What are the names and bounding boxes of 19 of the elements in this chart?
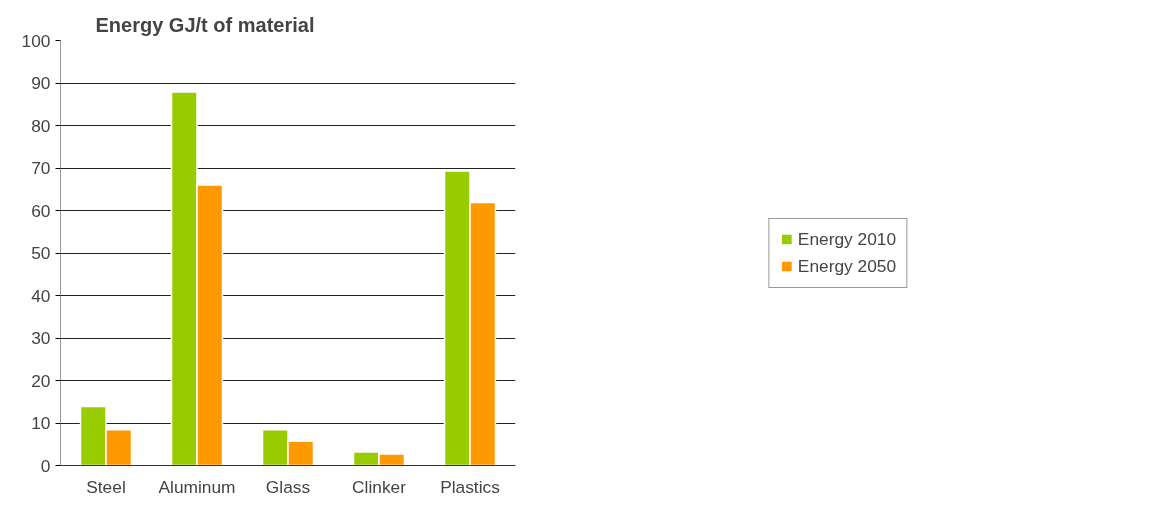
y-tick-label: 0	[40, 455, 51, 476]
y-tick-label: 100	[21, 30, 51, 51]
x-tick-label: Glass	[265, 476, 311, 497]
legend-label: Energy 2010	[797, 228, 897, 250]
x-tick-label: Plastics	[440, 476, 501, 497]
y-tick-label: 40	[31, 285, 51, 306]
y-tick-label: 70	[31, 158, 51, 178]
x-tick-label: Aluminum	[158, 476, 236, 497]
y-tick-label: 10	[31, 413, 51, 433]
y-tick-label: 80	[31, 115, 51, 136]
x-tick-label: Steel	[86, 476, 126, 497]
chart-title: Energy GJ/t of material	[95, 13, 315, 36]
y-tick-label: 60	[31, 200, 51, 221]
y-tick-label: 20	[31, 370, 51, 391]
y-tick-label: 90	[31, 73, 51, 93]
y-tick-label: 30	[31, 328, 51, 348]
legend-label: Energy 2050	[797, 255, 897, 277]
y-tick-label: 50	[31, 243, 51, 263]
x-tick-label: Clinker	[352, 476, 407, 497]
